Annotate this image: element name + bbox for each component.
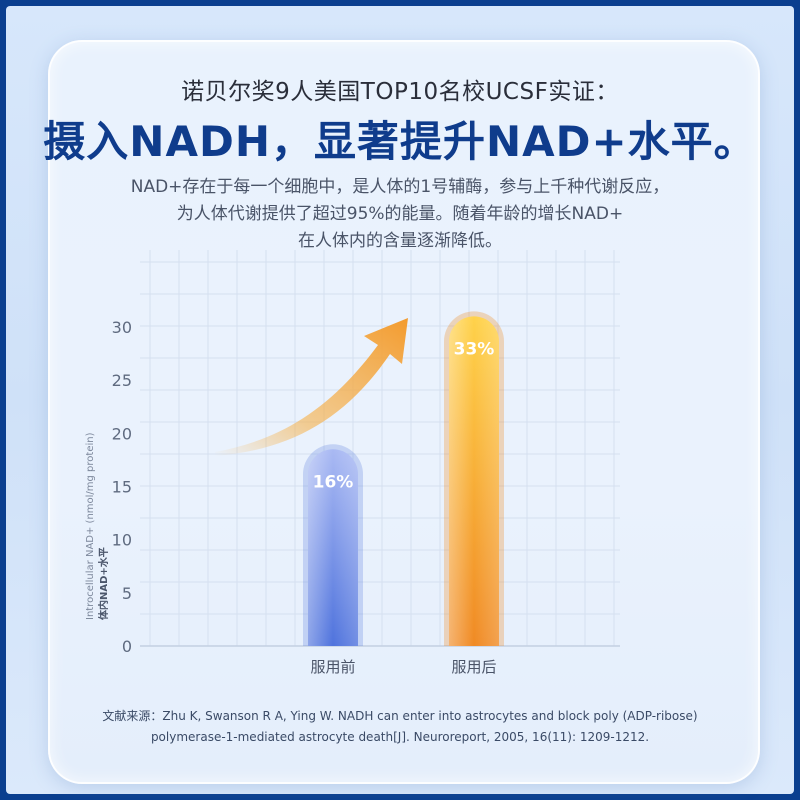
y-tick-label: 25: [112, 371, 132, 390]
bar-highlight: [449, 316, 499, 646]
y-tick-label: 5: [122, 584, 132, 603]
bars: 16% 服用前 33% 服用后: [303, 311, 504, 676]
y-tick-label: 15: [112, 478, 132, 497]
reference-line-2: polymerase-1-mediated astrocyte death[J]…: [150, 730, 650, 744]
y-axis-title: Introcellular NAD+ (nmol/mg protein) 体内NA…: [85, 432, 110, 620]
reference-line-1: 文献来源：Zhu K, Swanson R A, Ying W. NADH ca…: [102, 709, 698, 723]
y-tick-label: 20: [112, 424, 132, 443]
y-tick-label: 10: [112, 531, 132, 550]
bar-data-label: 16%: [313, 472, 354, 492]
x-category-label: 服用后: [451, 658, 496, 676]
subtitle: 诺贝尔奖9人美国TOP10名校UCSF实证：: [181, 79, 619, 105]
upward-arrow: [215, 318, 408, 456]
x-category-label: 服用前: [310, 658, 355, 676]
reference: 文献来源：Zhu K, Swanson R A, Ying W. NADH ca…: [100, 706, 700, 748]
page-title: 摄入NADH，显著提升NAD+水平。: [43, 117, 757, 166]
y-axis-label-cn: 体内NAD+水平: [97, 547, 110, 620]
y-axis: 0 5 10 15 20 25 30: [112, 318, 132, 656]
content-card: [48, 40, 760, 784]
y-tick-label: 0: [122, 637, 132, 656]
chart-grid: [140, 250, 620, 647]
y-axis-label: Introcellular NAD+ (nmol/mg protein): [85, 432, 96, 620]
description-line-2: 为人体代谢提供了超过95%的能量。随着年龄的增长NAD+: [176, 204, 624, 224]
description-line-1: NAD+存在于每一个细胞中，是人体的1号辅酶，参与上千种代谢反应，: [130, 177, 670, 197]
y-tick-label: 30: [112, 318, 132, 337]
bar-highlight: [308, 449, 358, 646]
description-line-3: 在人体内的含量逐渐降低。: [298, 231, 502, 251]
bar-data-label: 33%: [454, 339, 495, 359]
description: NAD+存在于每一个细胞中，是人体的1号辅酶，参与上千种代谢反应， 为人体代谢提…: [110, 174, 690, 255]
